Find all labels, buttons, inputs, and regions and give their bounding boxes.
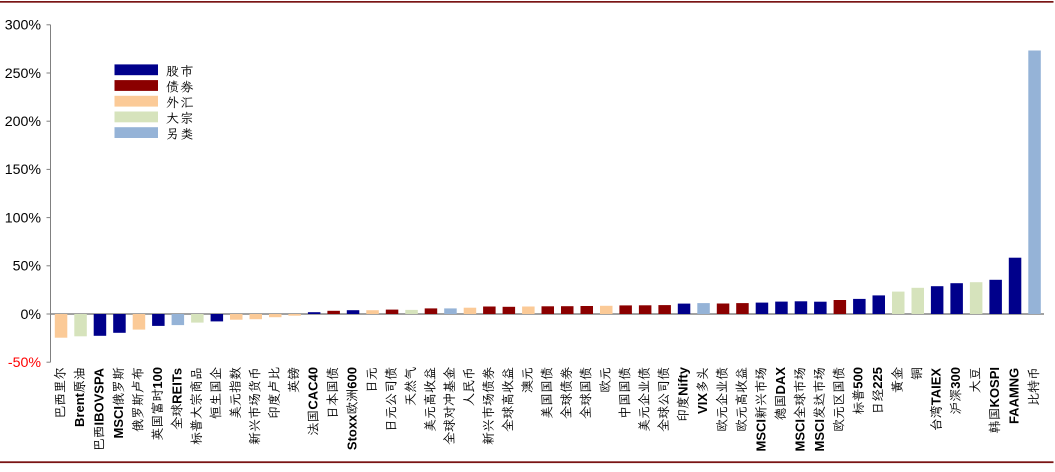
svg-text:MSCI: MSCI <box>812 419 827 452</box>
svg-text:Stoxx: Stoxx <box>345 414 360 450</box>
svg-text:50%: 50% <box>13 259 42 275</box>
svg-text:300: 300 <box>948 367 963 389</box>
svg-text:DAX: DAX <box>773 367 788 395</box>
svg-text:KOSPI: KOSPI <box>987 367 1002 407</box>
svg-text:100%: 100% <box>5 210 42 226</box>
svg-text:600: 600 <box>345 367 360 389</box>
svg-text:MSCI: MSCI <box>753 419 768 452</box>
svg-text:500: 500 <box>851 367 866 389</box>
svg-text:100: 100 <box>150 367 165 389</box>
svg-text:0%: 0% <box>20 307 41 323</box>
svg-text:REITs: REITs <box>169 368 184 404</box>
svg-text:150%: 150% <box>5 162 42 178</box>
svg-text:FAAMNG: FAAMNG <box>1007 368 1022 424</box>
svg-text:IBOVSPA: IBOVSPA <box>91 367 106 425</box>
svg-text:200%: 200% <box>5 114 42 130</box>
svg-text:225: 225 <box>870 367 885 389</box>
svg-text:250%: 250% <box>5 66 42 82</box>
svg-text:Brent: Brent <box>72 392 87 427</box>
svg-text:CAC40: CAC40 <box>306 367 321 410</box>
svg-text:MSCI: MSCI <box>792 419 807 452</box>
svg-text:TAIEX: TAIEX <box>929 368 944 406</box>
svg-text:-50%: -50% <box>8 355 42 371</box>
svg-text:300%: 300% <box>5 18 42 34</box>
svg-text:Nifty: Nifty <box>676 366 691 396</box>
svg-text:VIX: VIX <box>695 393 710 414</box>
svg-text:MSCI: MSCI <box>111 406 126 439</box>
